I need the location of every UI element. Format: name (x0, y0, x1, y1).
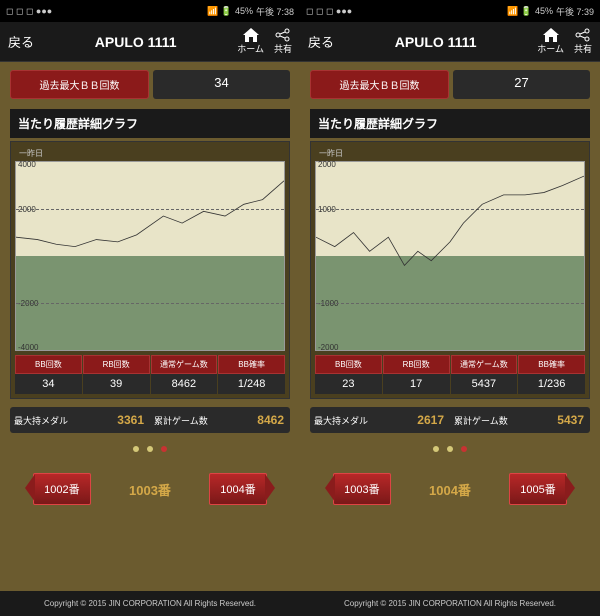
dot[interactable] (133, 446, 139, 452)
chart-title: 当たり履歴詳細グラフ (310, 109, 590, 138)
stat-cell: BB回数34 (15, 355, 82, 394)
share-button[interactable]: 共有 (574, 28, 592, 55)
dot[interactable] (161, 446, 167, 452)
nav-current: 1003番 (129, 480, 171, 499)
status-bar: ◻ ◻ ◻ ●●● 📶 🔋45%午後 7:39 (300, 0, 600, 22)
stat-cell: RB回数39 (83, 355, 150, 394)
nav-prev-button[interactable]: 1002番 (33, 473, 90, 505)
chart-subtitle: 一昨日 (315, 146, 585, 161)
summary-cell: 累計ゲーム数5437 (450, 407, 590, 433)
summary-cell: 最大持メダル3361 (10, 407, 150, 433)
chart-area: 2000 1000 -1000 -2000 (315, 161, 585, 351)
nav-row: 1003番 1004番 1005番 (310, 467, 590, 511)
app-header: 戻る APULO 1111 ホーム 共有 (300, 22, 600, 62)
chart-container: 一昨日 4000 2000 -2000 -4000 BB回数34RB回数39通常… (10, 141, 290, 399)
screen-left: ◻ ◻ ◻ ●●● 📶 🔋45%午後 7:38 戻る APULO 1111 ホー… (0, 0, 300, 616)
stat-cell: 通常ゲーム数5437 (451, 355, 518, 394)
stat-cell: BB回数23 (315, 355, 382, 394)
app-header: 戻る APULO 1111 ホーム 共有 (0, 22, 300, 62)
stats-row: BB回数34RB回数39通常ゲーム数8462BB確率1/248 (15, 355, 285, 394)
bb-max-row: 過去最大ＢＢ回数 27 (310, 70, 590, 99)
page-title: APULO 1111 (42, 34, 229, 50)
bb-max-label: 過去最大ＢＢ回数 (10, 70, 149, 99)
share-button[interactable]: 共有 (274, 28, 292, 55)
chart-title: 当たり履歴詳細グラフ (10, 109, 290, 138)
chart-container: 一昨日 2000 1000 -1000 -2000 BB回数23RB回数17通常… (310, 141, 590, 399)
nav-next-button[interactable]: 1005番 (509, 473, 566, 505)
summary-row: 最大持メダル2617累計ゲーム数5437 (310, 407, 590, 433)
dot[interactable] (461, 446, 467, 452)
nav-prev-button[interactable]: 1003番 (333, 473, 390, 505)
dot[interactable] (147, 446, 153, 452)
back-button[interactable]: 戻る (8, 32, 34, 51)
stat-cell: RB回数17 (383, 355, 450, 394)
copyright: Copyright © 2015 JIN CORPORATION All Rig… (0, 591, 300, 616)
dot[interactable] (433, 446, 439, 452)
nav-next-button[interactable]: 1004番 (209, 473, 266, 505)
stat-cell: BB確率1/248 (218, 355, 285, 394)
stat-cell: BB確率1/236 (518, 355, 585, 394)
page-dots (10, 433, 290, 463)
status-icons-right: 📶 🔋45%午後 7:39 (507, 5, 594, 18)
home-button[interactable]: ホーム (537, 28, 564, 55)
chart-line (316, 162, 584, 350)
stats-row: BB回数23RB回数17通常ゲーム数5437BB確率1/236 (315, 355, 585, 394)
summary-row: 最大持メダル3361累計ゲーム数8462 (10, 407, 290, 433)
battery-pct: 45% (535, 6, 553, 16)
chart-area: 4000 2000 -2000 -4000 (15, 161, 285, 351)
dot[interactable] (447, 446, 453, 452)
chart-subtitle: 一昨日 (15, 146, 285, 161)
bb-max-row: 過去最大ＢＢ回数 34 (10, 70, 290, 99)
battery-pct: 45% (235, 6, 253, 16)
home-button[interactable]: ホーム (237, 28, 264, 55)
status-bar: ◻ ◻ ◻ ●●● 📶 🔋45%午後 7:38 (0, 0, 300, 22)
clock: 午後 7:39 (556, 5, 594, 18)
clock: 午後 7:38 (256, 5, 294, 18)
bb-max-value: 34 (153, 70, 290, 99)
bb-max-value: 27 (453, 70, 590, 99)
status-icons-left: ◻ ◻ ◻ ●●● (306, 6, 352, 17)
stat-cell: 通常ゲーム数8462 (151, 355, 218, 394)
screen-right: ◻ ◻ ◻ ●●● 📶 🔋45%午後 7:39 戻る APULO 1111 ホー… (300, 0, 600, 616)
chart-line (16, 162, 284, 350)
summary-cell: 累計ゲーム数8462 (150, 407, 290, 433)
status-icons-left: ◻ ◻ ◻ ●●● (6, 6, 52, 17)
copyright: Copyright © 2015 JIN CORPORATION All Rig… (300, 591, 600, 616)
nav-row: 1002番 1003番 1004番 (10, 467, 290, 511)
status-icons-right: 📶 🔋45%午後 7:38 (207, 5, 294, 18)
nav-current: 1004番 (429, 480, 471, 499)
bb-max-label: 過去最大ＢＢ回数 (310, 70, 449, 99)
back-button[interactable]: 戻る (308, 32, 334, 51)
page-title: APULO 1111 (342, 34, 529, 50)
page-dots (310, 433, 590, 463)
summary-cell: 最大持メダル2617 (310, 407, 450, 433)
